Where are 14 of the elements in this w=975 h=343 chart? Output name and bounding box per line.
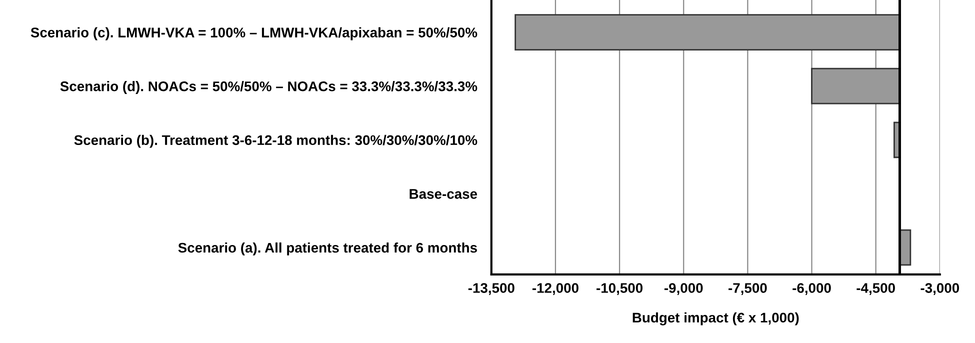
x-axis-title: Budget impact (€ x 1,000) — [632, 312, 799, 326]
x-tick-label: -12,000 — [532, 283, 578, 295]
x-tick-label: -7,500 — [728, 283, 767, 295]
y-tick-label: Scenario (c). LMWH-VKA = 100% – LMWH-VKA/apixaban = 50%/50% — [30, 27, 478, 40]
x-tick-label: -10,500 — [596, 283, 643, 295]
y-tick-label: Base-case — [410, 189, 478, 199]
x-tick-label: -6,000 — [792, 283, 831, 295]
x-tick-label: -13,500 — [468, 283, 514, 295]
y-tick-label: Scenario (d). NOACs = 50%/50% – NOACs = 33.3%/33.3%/33.3% — [60, 81, 478, 94]
x-tick-label: -3,000 — [920, 283, 960, 295]
x-tick-label: -9,000 — [664, 283, 703, 295]
y-tick-label: Scenario (b). Treatment 3-6-12-18 months: 30%/30%/30%/10% — [74, 134, 478, 148]
x-tick-label: -4,500 — [856, 283, 895, 295]
y-tick-label: Scenario (a). All patients treated for 6 months — [178, 242, 477, 256]
